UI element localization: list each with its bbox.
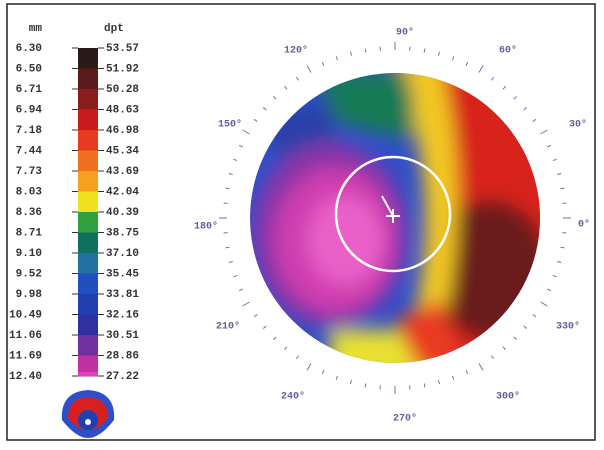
dpt-label: 30.51 bbox=[106, 330, 139, 342]
scale-segment bbox=[78, 110, 98, 131]
angle-label: 120° bbox=[284, 45, 308, 57]
dpt-header: dpt bbox=[104, 23, 124, 35]
scale-segment bbox=[78, 69, 98, 90]
scale-segment bbox=[78, 89, 98, 110]
angle-label: 240° bbox=[281, 391, 305, 403]
mm-label: 7.44 bbox=[16, 145, 43, 157]
dpt-label: 42.04 bbox=[106, 186, 139, 198]
dpt-label: 27.22 bbox=[106, 371, 139, 383]
angle-label: 150° bbox=[218, 119, 242, 131]
dpt-label: 46.98 bbox=[106, 125, 139, 137]
dpt-label: 50.28 bbox=[106, 84, 139, 96]
angle-label: 330° bbox=[556, 321, 580, 333]
ring-tick bbox=[365, 383, 366, 387]
mm-label: 10.49 bbox=[9, 309, 42, 321]
mm-label: 6.71 bbox=[16, 84, 43, 96]
scale-segment bbox=[78, 212, 98, 233]
angle-label: 30° bbox=[569, 119, 587, 131]
dpt-label: 35.45 bbox=[106, 268, 139, 280]
scale-segment bbox=[78, 335, 98, 356]
ring-tick bbox=[424, 383, 425, 387]
scale-segment bbox=[78, 233, 98, 254]
scale-segment bbox=[78, 48, 98, 69]
dpt-label: 37.10 bbox=[106, 248, 139, 260]
mm-label: 8.71 bbox=[16, 227, 43, 239]
ring-tick bbox=[226, 188, 230, 189]
angle-label: 90° bbox=[396, 27, 414, 39]
angle-label: 60° bbox=[499, 45, 517, 57]
dpt-label: 53.57 bbox=[106, 43, 139, 55]
dpt-label: 45.34 bbox=[106, 145, 139, 157]
mm-header: mm bbox=[29, 23, 43, 35]
ring-tick bbox=[226, 247, 230, 248]
mm-label: 8.36 bbox=[16, 207, 42, 219]
dpt-label: 32.16 bbox=[106, 309, 139, 321]
scale-segment bbox=[78, 253, 98, 274]
ring-tick bbox=[560, 247, 564, 248]
ring-tick bbox=[560, 188, 564, 189]
scale-segment bbox=[78, 151, 98, 172]
mm-label: 9.10 bbox=[16, 248, 42, 260]
dpt-label: 38.75 bbox=[106, 227, 139, 239]
dpt-label: 40.39 bbox=[106, 207, 139, 219]
scale-segment bbox=[78, 171, 98, 192]
dpt-label: 48.63 bbox=[106, 104, 139, 116]
scale-segment bbox=[78, 192, 98, 213]
mm-label: 7.73 bbox=[16, 166, 43, 178]
topography-screen: mm dpt 6.30 53.57 6.50 51.92 6.71 50.28 6.94 48… bbox=[0, 0, 604, 445]
mm-label: 11.69 bbox=[9, 350, 42, 362]
dpt-label: 28.86 bbox=[106, 350, 139, 362]
scale-segment bbox=[78, 372, 98, 376]
mm-label: 12.40 bbox=[9, 371, 42, 383]
angle-label: 210° bbox=[216, 321, 240, 333]
angle-label: 270° bbox=[393, 413, 417, 425]
dpt-label: 43.69 bbox=[106, 166, 139, 178]
scale-segment bbox=[78, 315, 98, 336]
angle-label: 300° bbox=[496, 391, 520, 403]
angle-label: 180° bbox=[194, 221, 218, 233]
mm-label: 7.18 bbox=[16, 125, 43, 137]
mm-label: 6.94 bbox=[16, 104, 43, 116]
mm-label: 11.06 bbox=[9, 330, 42, 342]
ring-tick bbox=[365, 49, 366, 53]
scale-segment bbox=[78, 294, 98, 315]
mm-label: 9.98 bbox=[16, 289, 43, 301]
mm-label: 6.50 bbox=[16, 63, 42, 75]
mm-label: 9.52 bbox=[16, 268, 42, 280]
ring-tick bbox=[424, 49, 425, 53]
dpt-label: 51.92 bbox=[106, 63, 139, 75]
scale-segment bbox=[78, 130, 98, 151]
dpt-label: 33.81 bbox=[106, 289, 139, 301]
angle-label: 0° bbox=[578, 219, 590, 231]
scale-segment bbox=[78, 274, 98, 295]
mm-label: 6.30 bbox=[16, 43, 42, 55]
mm-label: 8.03 bbox=[16, 186, 43, 198]
